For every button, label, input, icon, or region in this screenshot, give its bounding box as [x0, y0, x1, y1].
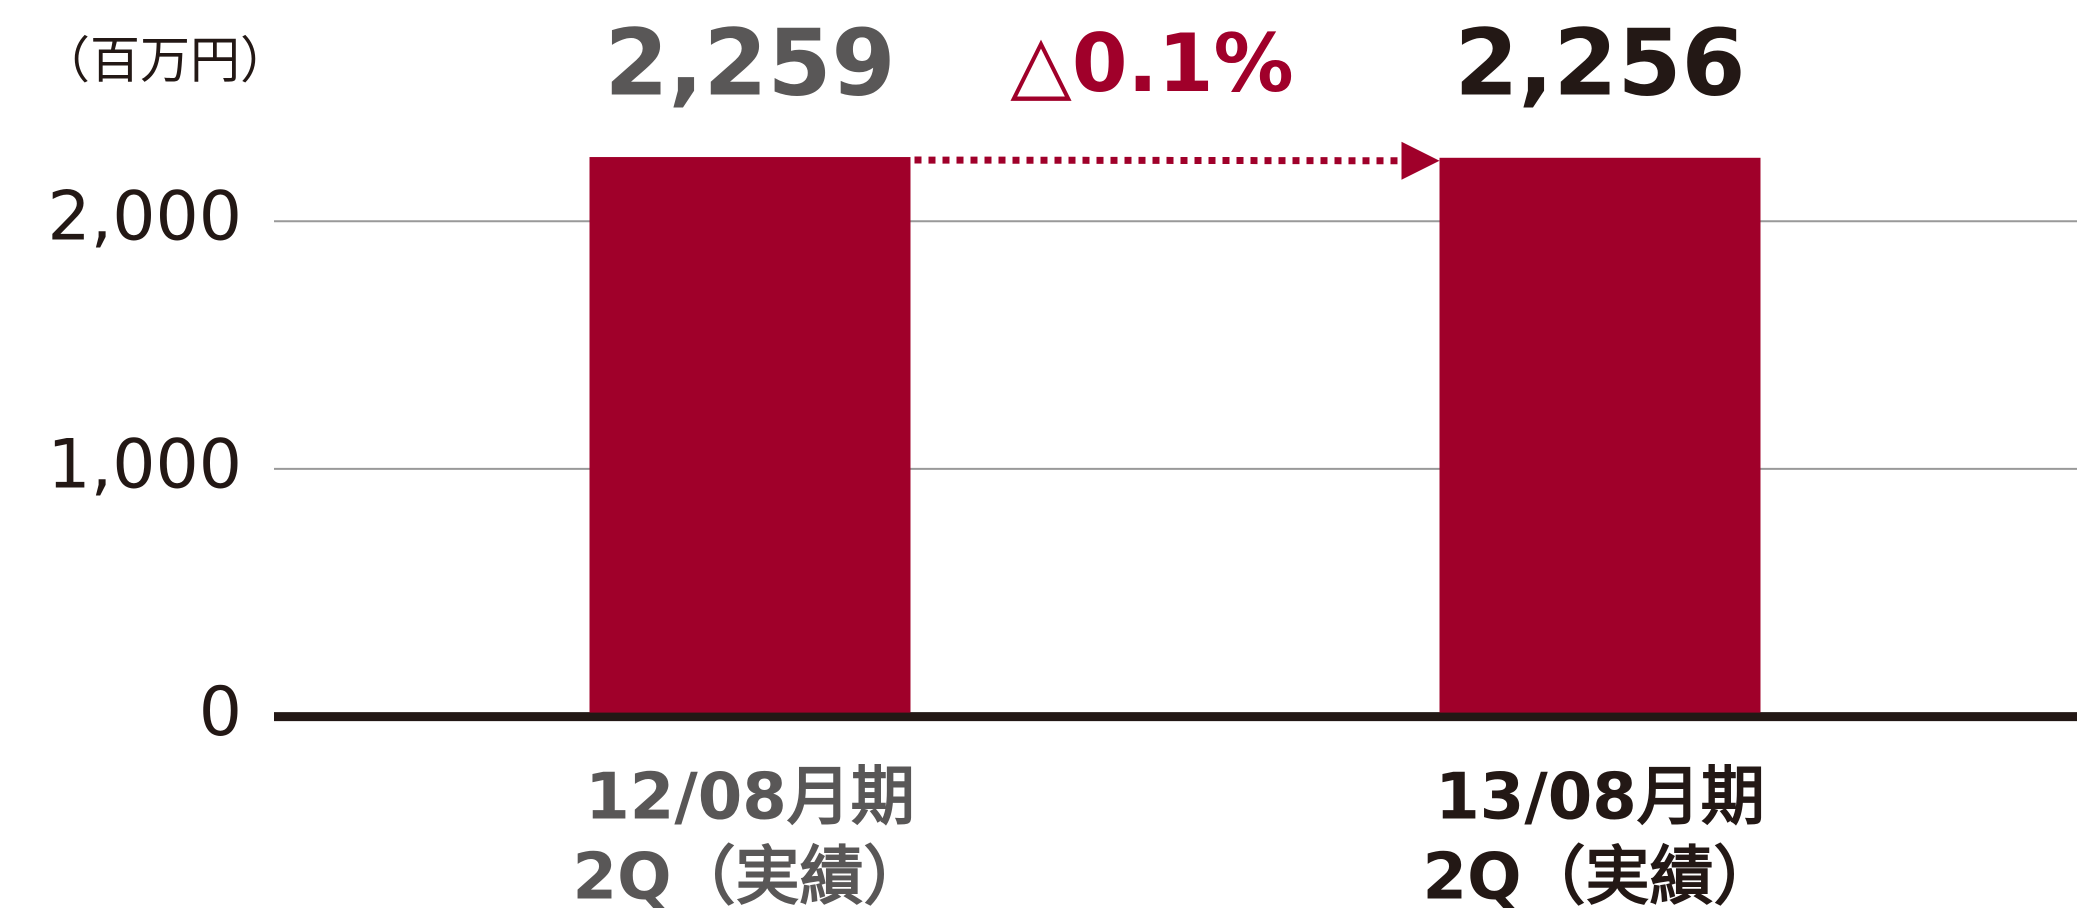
change-arrow	[914, 156, 1402, 165]
bar	[589, 157, 911, 713]
y-tick-label: 1,000	[47, 425, 242, 504]
y-tick-label: 0	[199, 673, 242, 752]
value-label: 2,259	[604, 9, 895, 116]
x-tick-label: 2Q（実績）	[573, 841, 928, 913]
y-tick-label: 2,000	[47, 178, 242, 257]
x-tick-label: 13/08月期	[1435, 761, 1765, 835]
unit-label: （百万円）	[40, 32, 290, 90]
bar	[1439, 157, 1761, 713]
x-tick-label: 12/08月期	[585, 761, 915, 835]
x-tick-label: 2Q（実績）	[1423, 841, 1778, 913]
value-label: 2,256	[1454, 9, 1745, 116]
arrow-head	[1401, 141, 1440, 180]
change-annotation: △0.1%	[1010, 17, 1293, 110]
